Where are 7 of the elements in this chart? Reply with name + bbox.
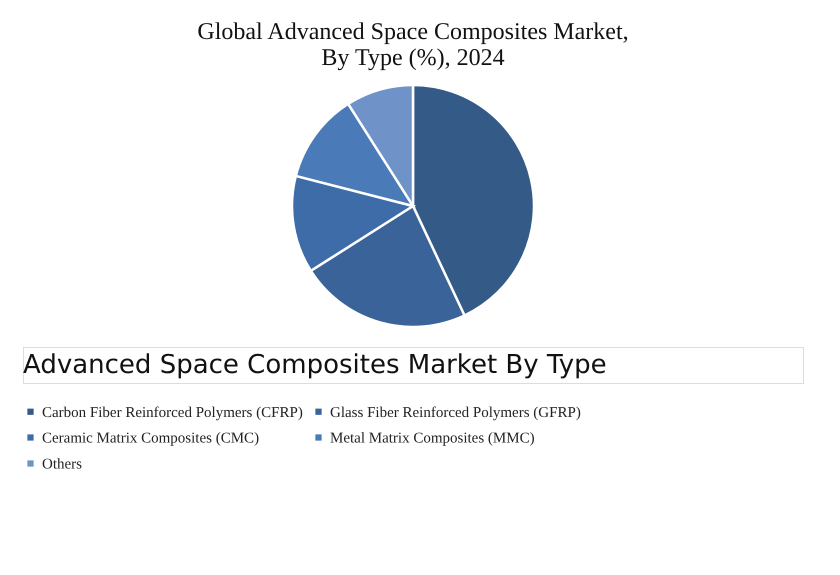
text: Advanced Space Composites Market By Type [23,350,607,380]
legend-label: Ceramic Matrix Composites (CMC) [42,430,260,446]
legend-label: Carbon Fiber Reinforced Polymers (CFRP) [42,404,303,421]
legend-label: Glass Fiber Reinforced Polymers (GFRP) [330,404,581,421]
legend-label: Others [42,456,82,472]
chart-title: Global Advanced Space Composites Market, By Type (%), 2024 [197,19,629,71]
legend-label: Metal Matrix Composites (MMC) [330,430,535,446]
